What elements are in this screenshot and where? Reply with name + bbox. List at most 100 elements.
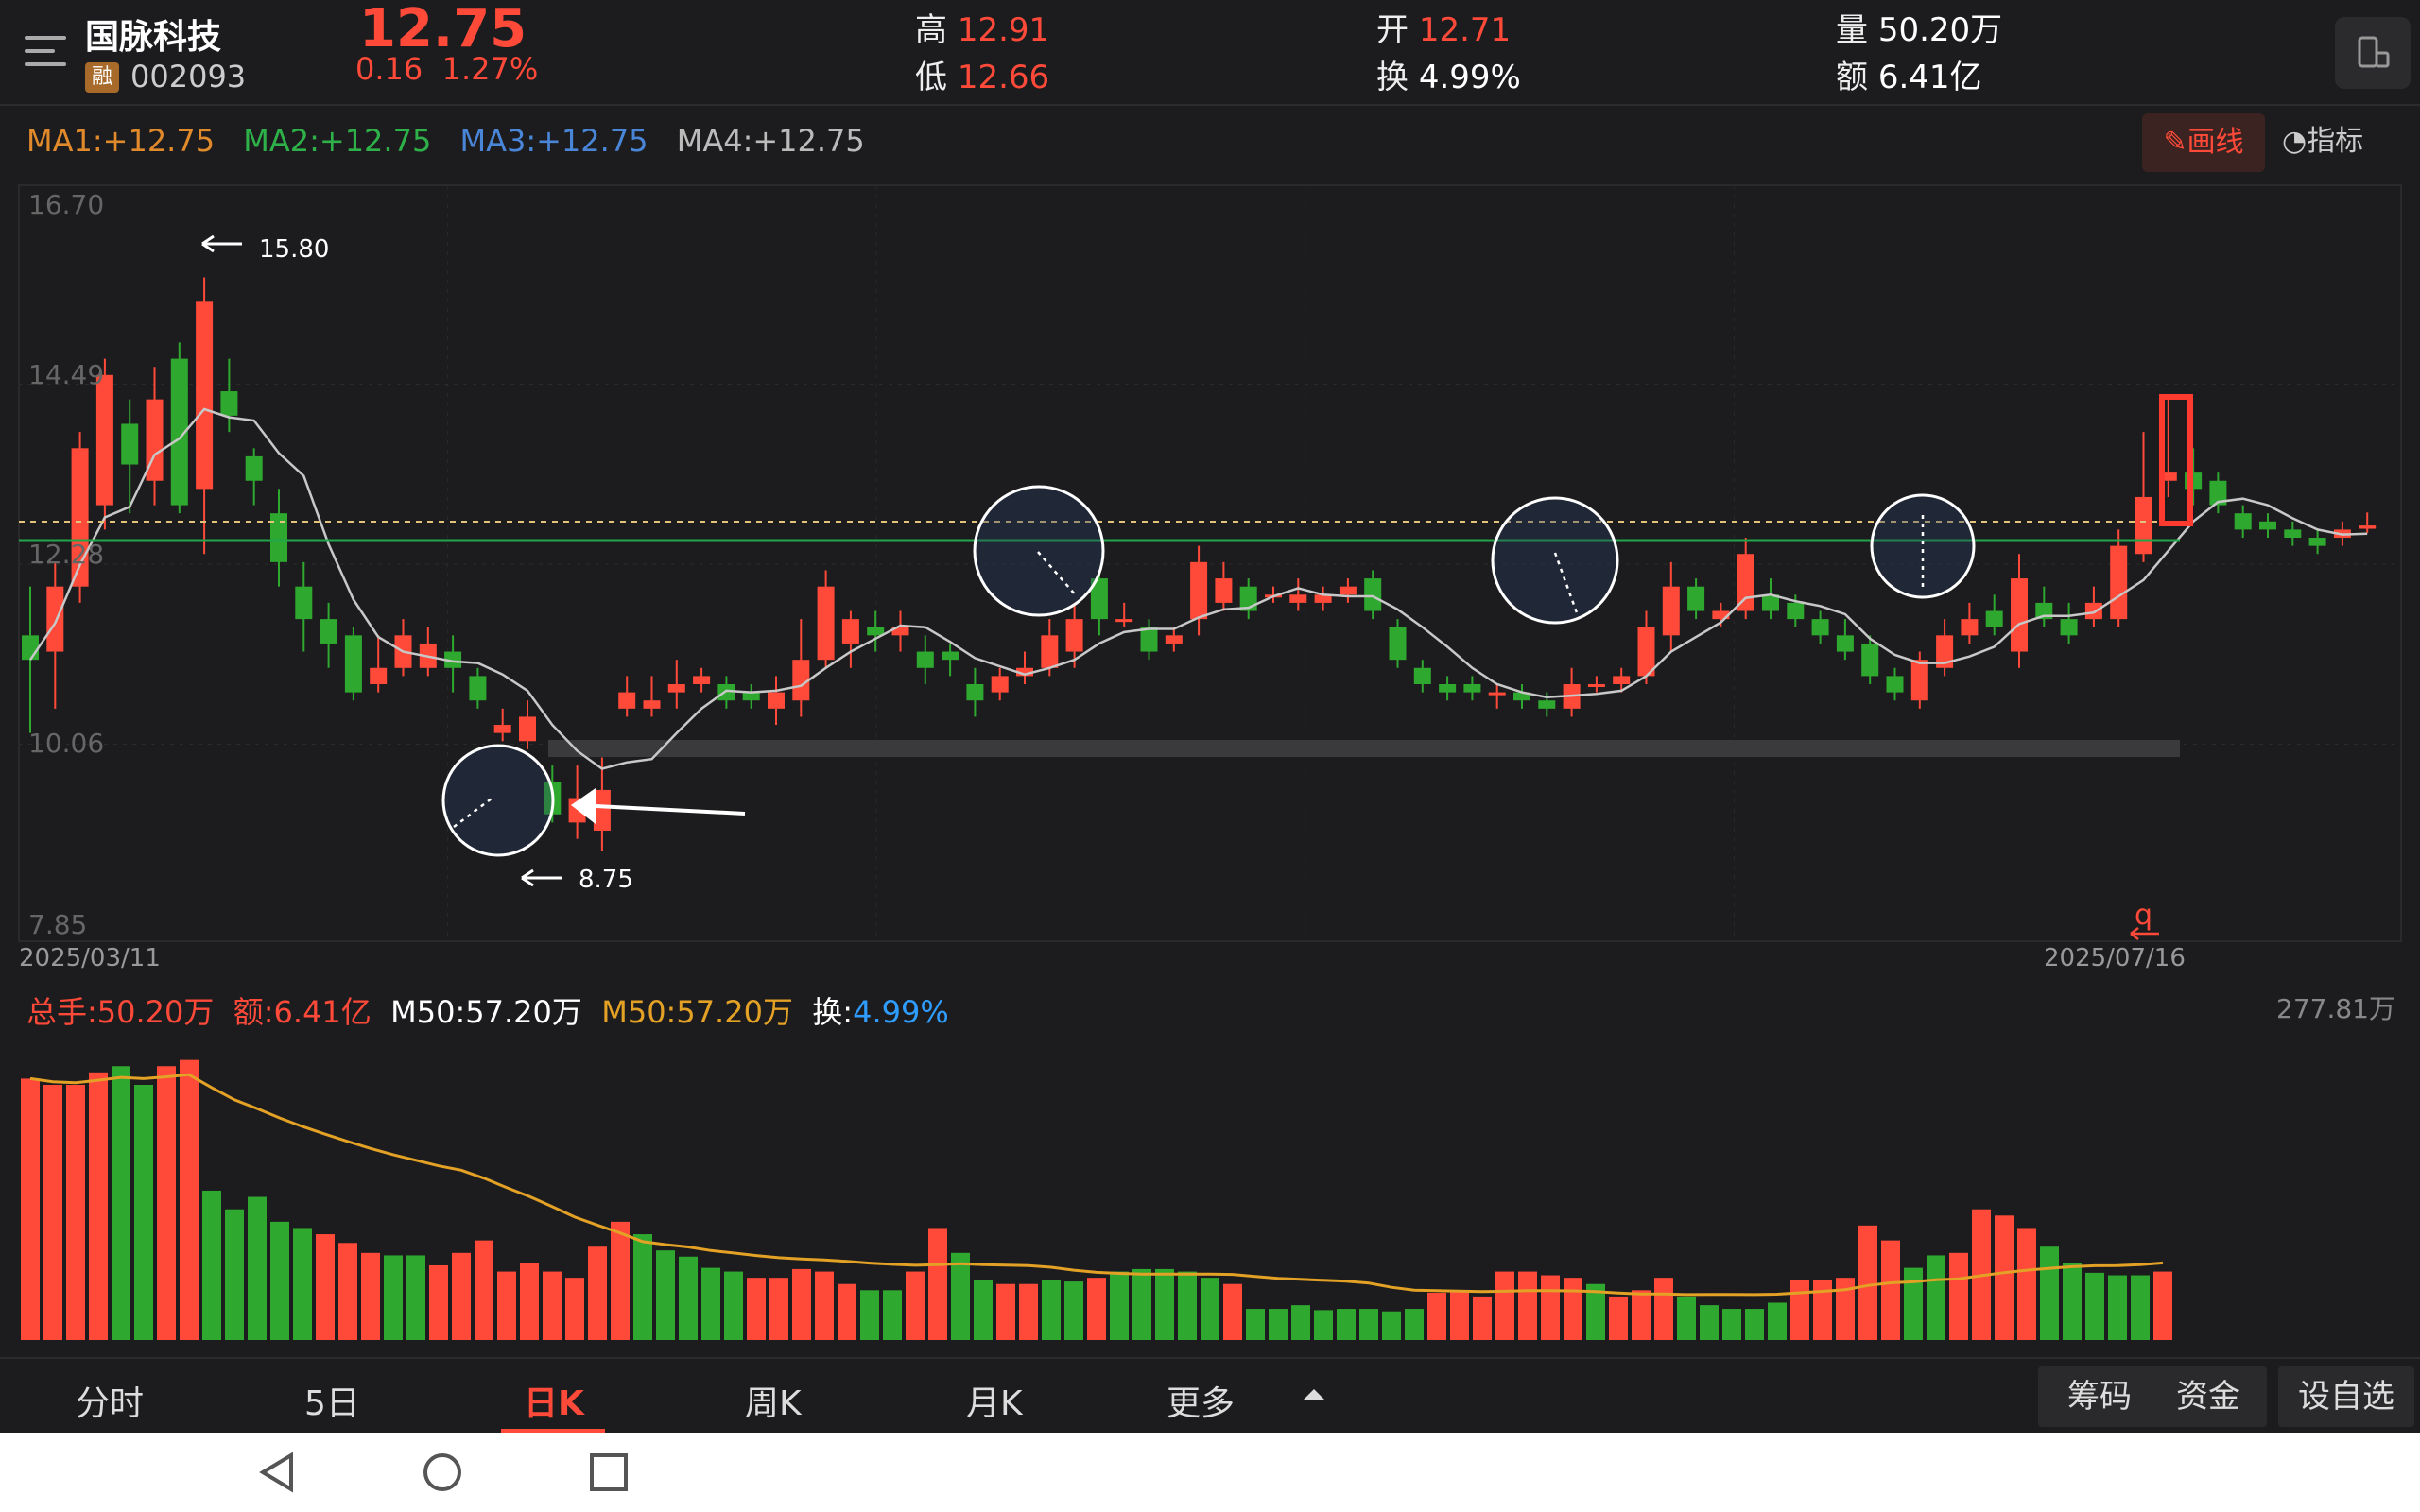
candle — [245, 455, 263, 481]
volume-bar — [2040, 1246, 2059, 1340]
candle — [2234, 513, 2252, 530]
latest-candle-highlight — [2159, 394, 2193, 526]
candle — [991, 676, 1009, 693]
back-icon[interactable] — [257, 1452, 299, 1493]
volume-bar — [1995, 1215, 2014, 1340]
volume-bar — [497, 1271, 516, 1340]
volume-bar — [1110, 1271, 1129, 1340]
vol-amount: 额:6.41亿 — [233, 994, 372, 1030]
indicator-button[interactable]: ◔指标 — [2282, 117, 2363, 159]
volume-bar — [316, 1234, 335, 1340]
candle — [46, 586, 64, 652]
volume-bar — [1904, 1267, 1923, 1340]
volume-bar — [520, 1263, 539, 1340]
vol-m50-b: M50:57.20万 — [601, 994, 793, 1030]
candle — [1488, 692, 1506, 696]
candle — [370, 667, 388, 684]
volume-bar — [1700, 1305, 1719, 1340]
period-tabs: 分时 5日 日K 周K 月K 更多 筹码 资金 设自选 — [0, 1357, 2420, 1434]
candle — [717, 684, 735, 701]
volume-bar — [2131, 1275, 2150, 1340]
triangle-up-icon[interactable] — [1303, 1387, 1325, 1406]
volume-bar — [974, 1280, 993, 1340]
tab-daily[interactable]: 日K — [524, 1384, 584, 1423]
volume-value: 50.20万 — [1877, 11, 2003, 49]
candle — [1886, 676, 1904, 693]
candle — [220, 391, 238, 416]
tab-intraday[interactable]: 分时 — [76, 1384, 145, 1423]
draw-line-button[interactable]: ✎画线 — [2142, 113, 2265, 172]
volume-bar — [1790, 1280, 1809, 1340]
device-rotate-icon — [2358, 36, 2390, 68]
candle — [1065, 619, 1083, 652]
candle — [2084, 602, 2102, 620]
landscape-toggle-button[interactable] — [2335, 17, 2411, 89]
funds-button[interactable]: 资金 — [2150, 1366, 2267, 1427]
volume-bar — [2085, 1272, 2104, 1340]
volume-bar — [180, 1059, 199, 1340]
volume-bar — [769, 1278, 788, 1340]
candle — [121, 423, 139, 465]
amount-label: 额 — [1836, 59, 1868, 96]
candle — [1165, 635, 1183, 644]
tab-5day[interactable]: 5日 — [304, 1384, 360, 1423]
q-marker[interactable]: q — [2135, 899, 2152, 932]
volume-stat: 量 50.20万 — [1836, 4, 2002, 50]
volume-bar — [248, 1196, 267, 1340]
candle — [2359, 525, 2377, 529]
candle — [916, 651, 934, 668]
ma2-value: MA2:+12.75 — [243, 123, 432, 159]
candle — [1513, 692, 1530, 701]
candle — [1016, 667, 1033, 677]
volume-bar — [225, 1209, 244, 1340]
volume-bar — [928, 1228, 947, 1340]
recents-icon[interactable] — [588, 1452, 630, 1493]
quote-header: 国脉科技 融 002093 12.75 0.16 1.27% 高 12.91 低… — [0, 0, 2420, 106]
candle — [742, 692, 760, 701]
volume-bar — [112, 1066, 130, 1340]
candle — [593, 789, 611, 831]
tab-more[interactable]: 更多 — [1167, 1384, 1236, 1423]
tab-weekly[interactable]: 周K — [745, 1384, 802, 1423]
ma-legend: MA1:+12.75 MA2:+12.75 MA3:+12.75 MA4:+12… — [26, 123, 884, 159]
candle — [2110, 545, 2128, 620]
add-watchlist-button[interactable]: 设自选 — [2278, 1366, 2414, 1427]
high-label: 高 — [915, 11, 947, 49]
highlight-circle — [1491, 496, 1619, 625]
candles — [22, 277, 2377, 851]
low-stat: 低 12.66 — [915, 51, 1049, 97]
candle — [295, 586, 313, 620]
candle — [320, 619, 337, 644]
ma4-value: MA4:+12.75 — [676, 123, 865, 159]
candle — [1389, 627, 1407, 661]
vol-total: 总手:50.20万 — [26, 994, 215, 1030]
volume-bar — [860, 1290, 879, 1340]
volume-bar — [1359, 1309, 1378, 1340]
home-icon[interactable] — [422, 1452, 463, 1493]
price-grid — [19, 185, 2401, 941]
volume-label: 量 — [1836, 11, 1868, 49]
candle — [270, 513, 287, 562]
highlight-circle — [973, 485, 1105, 617]
volume-chart[interactable] — [0, 979, 2420, 1348]
chips-button[interactable]: 筹码 — [2038, 1366, 2161, 1427]
volume-bar — [747, 1278, 766, 1340]
candle — [519, 716, 536, 742]
candle — [1910, 660, 1928, 701]
volume-bar — [1087, 1278, 1106, 1340]
volume-bar — [1382, 1311, 1401, 1340]
support-band — [548, 740, 2180, 757]
candle — [768, 692, 785, 709]
volume-bar — [611, 1221, 630, 1340]
stock-code: 002093 — [130, 59, 247, 94]
tab-monthly[interactable]: 月K — [966, 1384, 1023, 1423]
menu-icon[interactable] — [25, 32, 66, 70]
volume-bar — [475, 1240, 493, 1340]
reset-arrow-icon[interactable] — [2130, 927, 2159, 940]
volume-bar — [2017, 1228, 2036, 1340]
volume-bars — [21, 1059, 2172, 1340]
kline-chart[interactable]: 16.70 14.49 12.28 10.06 7.85 2025/03/11 … — [0, 180, 2420, 973]
volume-bar — [157, 1066, 176, 1340]
volume-bar — [1768, 1302, 1787, 1340]
volume-bar — [1042, 1280, 1061, 1340]
